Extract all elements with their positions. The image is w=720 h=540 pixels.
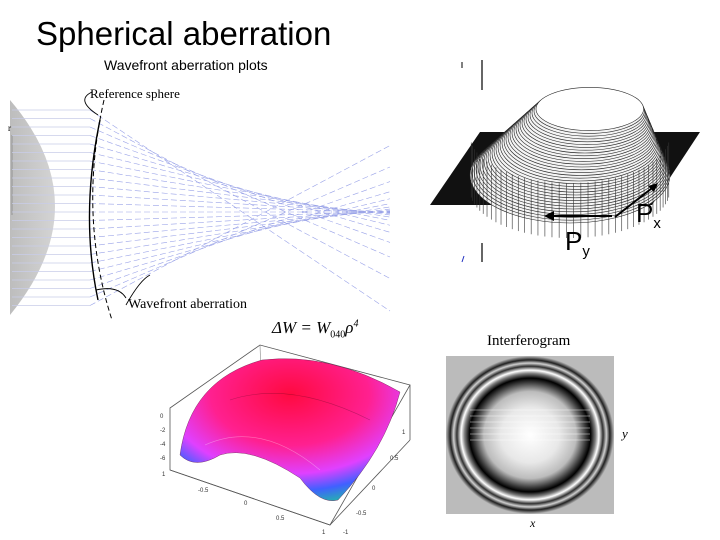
refracted-ray [89, 203, 391, 264]
refracted-ray [89, 126, 391, 258]
refracted-ray [89, 198, 391, 272]
refracted-ray [89, 191, 391, 281]
contour-ring [535, 87, 644, 131]
surface-mesh [179, 358, 401, 501]
px-letter: P [636, 198, 654, 228]
ray-bundle [12, 109, 391, 312]
wavefront-leader-1 [95, 288, 127, 299]
ray-diagram: r [8, 91, 391, 321]
svg-text:1: 1 [322, 530, 326, 536]
refracted-ray [89, 210, 391, 238]
interferogram-x-axis: x [530, 516, 536, 530]
equation-subscript: 040 [330, 329, 346, 341]
lens-shape [10, 100, 55, 315]
equation-rho: ρ [345, 318, 354, 337]
interferogram-title: Interferogram [487, 333, 571, 349]
refracted-ray [89, 208, 391, 247]
refracted-ray [89, 152, 391, 226]
py-subscript: y [582, 243, 590, 261]
refracted-ray [89, 206, 391, 255]
interferogram-y-axis: y [622, 426, 628, 441]
axis-mark: r [8, 123, 11, 133]
refracted-ray [89, 211, 391, 221]
refracted-ray [89, 109, 391, 312]
svg-text:-6: -6 [160, 456, 166, 462]
svg-text:1: 1 [162, 472, 166, 478]
wavefront-3d-surface [430, 60, 700, 263]
refracted-ray [89, 160, 391, 221]
refracted-ray [89, 210, 391, 230]
wavefront-aberration-label: Wavefront aberration [128, 297, 247, 312]
wavefront-plots-subtitle: Wavefront aberration plots [104, 57, 268, 73]
refracted-ray [89, 181, 391, 289]
slide-title: Spherical aberration [36, 15, 332, 52]
svg-text:-2: -2 [160, 428, 166, 434]
interferogram-image [446, 356, 614, 514]
svg-text:0: 0 [244, 501, 248, 507]
svg-text:-4: -4 [160, 442, 166, 448]
py-axis-label: Py [565, 226, 590, 260]
refracted-ray [89, 143, 391, 233]
svg-text:0.5: 0.5 [390, 456, 399, 462]
reference-leader [84, 91, 99, 116]
refracted-ray [89, 145, 391, 306]
equation-lhs: ΔW = W [272, 318, 331, 337]
wavefront-arc [88, 119, 101, 301]
svg-text:-0.5: -0.5 [356, 511, 367, 517]
svg-text:-1: -1 [343, 530, 349, 536]
equation-power: 4 [353, 318, 359, 330]
px-axis-label: Px [636, 198, 661, 232]
svg-text:1: 1 [402, 430, 406, 436]
refracted-ray [89, 186, 391, 214]
svg-text:-0.5: -0.5 [198, 488, 209, 494]
wavefront-leader-2 [125, 274, 151, 306]
py-letter: P [565, 226, 583, 256]
refracted-ray [89, 177, 391, 216]
px-arrow [614, 184, 657, 218]
refracted-ray [89, 118, 391, 279]
surface-plot: 0 -2 -4 -6 1 -0.5 0 0.5 1 -1 -0.5 0 0.5 … [160, 344, 411, 536]
refracted-ray [89, 169, 391, 218]
refracted-ray [89, 135, 391, 243]
refracted-ray [89, 166, 391, 298]
aberration-equation: ΔW = W040ρ4 [272, 318, 358, 340]
reference-sphere-arc [92, 99, 113, 321]
svg-text:0.5: 0.5 [276, 516, 285, 522]
svg-text:0: 0 [372, 486, 376, 492]
reference-sphere-label: Reference sphere [90, 86, 180, 101]
px-subscript: x [653, 215, 661, 233]
svg-text:0: 0 [160, 414, 164, 420]
refracted-ray [89, 203, 391, 213]
refracted-ray [89, 194, 391, 214]
